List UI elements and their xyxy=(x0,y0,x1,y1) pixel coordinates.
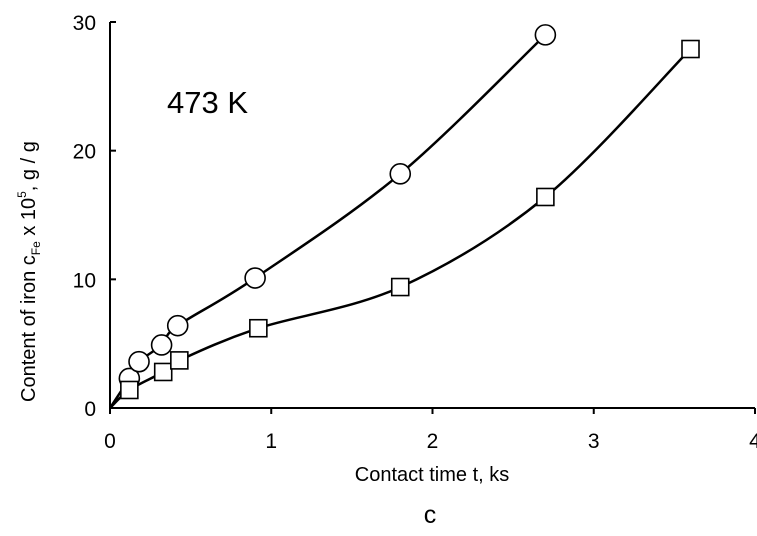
x-tick-label: 1 xyxy=(265,430,277,453)
data-point-square xyxy=(681,39,700,59)
data-point-circle xyxy=(534,24,557,46)
data-point-square xyxy=(536,187,555,207)
y-tick-label: 10 xyxy=(73,269,96,292)
y-axis-label-suffix: , g / g xyxy=(18,141,40,191)
data-point-circle xyxy=(128,350,150,373)
y-tick-label: 0 xyxy=(84,398,96,421)
x-axis-label: Contact time t, ks xyxy=(355,464,510,486)
data-point-square xyxy=(120,380,139,400)
x-tick-label: 3 xyxy=(588,430,600,453)
series-2-square xyxy=(109,39,700,409)
data-point-square xyxy=(153,362,173,382)
y-axis-label-subscript: Fe xyxy=(29,241,43,255)
series-1-circle xyxy=(108,24,557,409)
x-ticks: 0 1 2 3 4 xyxy=(104,408,757,453)
data-point-square xyxy=(390,277,410,297)
y-axis-label-superscript: 5 xyxy=(15,191,29,198)
data-point-square xyxy=(249,318,268,338)
series-layer xyxy=(108,24,700,409)
data-point-square xyxy=(170,351,189,370)
y-tick-label: 20 xyxy=(73,141,96,164)
x-tick-label: 2 xyxy=(427,430,439,453)
y-axis-label: Content of iron cFe x 105, g / g xyxy=(15,141,43,402)
x-tick-label: 0 xyxy=(104,430,116,453)
chart-axes xyxy=(109,22,755,409)
x-tick-label: 4 xyxy=(749,430,757,453)
data-point-circle xyxy=(389,163,412,185)
data-point-circle xyxy=(244,267,266,289)
data-point-circle xyxy=(150,334,173,356)
series-line xyxy=(109,48,692,409)
data-point-circle xyxy=(166,314,189,337)
temperature-annotation: 473 K xyxy=(167,85,248,120)
panel-label: c xyxy=(424,501,437,529)
y-ticks: 0 10 20 30 xyxy=(73,12,116,421)
y-tick-label: 30 xyxy=(73,12,96,35)
y-axis-label-prefix: Content of iron c xyxy=(18,255,40,402)
y-axis-label-middle: x 10 xyxy=(18,198,40,241)
